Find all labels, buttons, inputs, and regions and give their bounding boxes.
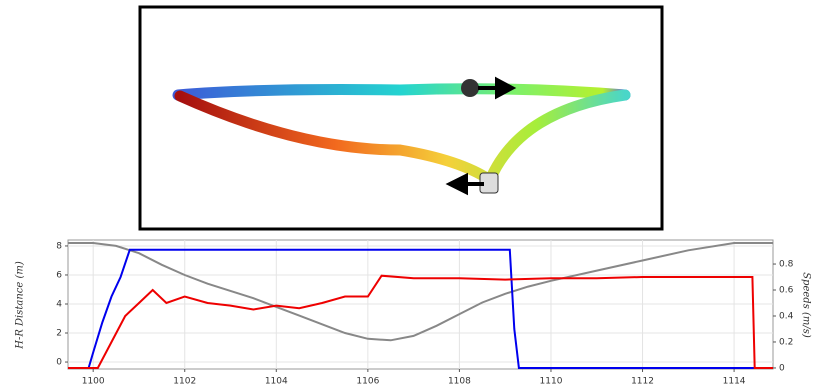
human-path xyxy=(172,83,631,101)
y-tick-label: 6 xyxy=(56,270,62,280)
x-tick-label: 1114 xyxy=(723,377,746,387)
y-tick-label: 4 xyxy=(56,299,62,309)
x-tick-label: 1106 xyxy=(356,377,379,387)
y2-tick-label: 0.8 xyxy=(779,260,794,270)
y-tick-label: 0 xyxy=(56,358,62,368)
y-tick-label: 8 xyxy=(56,241,62,251)
series-line xyxy=(68,242,773,342)
x-tick-label: 1112 xyxy=(631,377,654,387)
y2-tick-label: 0.4 xyxy=(779,311,794,321)
human-icon xyxy=(461,79,479,97)
robot-arrow xyxy=(445,172,484,196)
trajectory-panel xyxy=(138,5,664,231)
panel-frame xyxy=(138,5,664,231)
y2-axis-label: Speeds (m/s) xyxy=(801,272,812,338)
y2-tick-label: 0 xyxy=(779,363,785,373)
y2-tick-label: 0.2 xyxy=(779,337,793,347)
x-tick-label: 1104 xyxy=(265,377,288,387)
x-tick-label: 1110 xyxy=(540,377,563,387)
x-tick-label: 1100 xyxy=(82,377,105,387)
y2-tick-label: 0.6 xyxy=(779,286,794,296)
x-tick-label: 1108 xyxy=(448,377,471,387)
series-line xyxy=(68,248,773,369)
x-tick-label: 1102 xyxy=(173,377,196,387)
human-arrow xyxy=(478,76,517,100)
robot-path xyxy=(174,89,631,189)
y-axis-label: H-R Distance (m) xyxy=(15,261,26,350)
plot-frame xyxy=(67,239,774,370)
y-tick-label: 2 xyxy=(56,329,62,339)
series-line xyxy=(68,274,773,369)
